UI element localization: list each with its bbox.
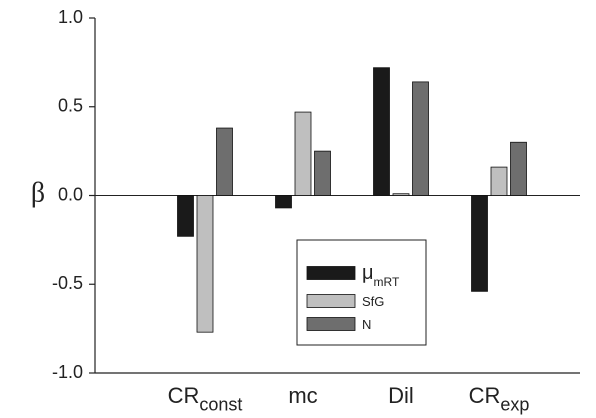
legend-label-sub: mRT [374, 275, 400, 289]
legend-label: μmRT [362, 262, 400, 289]
y-tick-label: -1.0 [52, 362, 83, 382]
x-tick-label: CRconst [168, 383, 243, 415]
bar [412, 81, 429, 196]
legend-label-main: μ [362, 262, 374, 284]
bar [275, 195, 292, 209]
bar [490, 166, 508, 196]
x-tick-label-sub: const [199, 395, 242, 415]
legend-swatch [306, 266, 356, 280]
legend-label: SfG [362, 294, 384, 309]
legend-label-main: N [362, 317, 371, 332]
bar [373, 67, 390, 196]
bar [471, 195, 488, 292]
x-tick-label-main: Dil [388, 383, 414, 408]
x-tick-label-sub: exp [500, 395, 529, 415]
bar [177, 195, 194, 237]
y-tick-label: -0.5 [52, 273, 83, 293]
y-tick-label: 1.0 [58, 7, 83, 27]
y-axis-label: β [31, 177, 45, 208]
x-tick-label: Dil [388, 383, 414, 408]
x-tick-label: mc [288, 383, 317, 408]
bar [392, 193, 410, 196]
x-tick-label-main: CR [168, 383, 200, 408]
bar [216, 127, 233, 196]
legend-label: N [362, 317, 371, 332]
bar [294, 111, 312, 196]
legend-swatch [306, 294, 356, 308]
bar [510, 141, 527, 196]
bar [196, 195, 214, 333]
x-tick-label: CRexp [469, 383, 530, 415]
y-tick-label: 0.5 [58, 96, 83, 116]
y-tick-label: 0.0 [58, 184, 83, 204]
bar [314, 150, 331, 196]
x-tick-label-main: mc [288, 383, 317, 408]
x-tick-label-main: CR [469, 383, 501, 408]
legend-swatch [306, 317, 356, 331]
legend-label-main: SfG [362, 294, 384, 309]
